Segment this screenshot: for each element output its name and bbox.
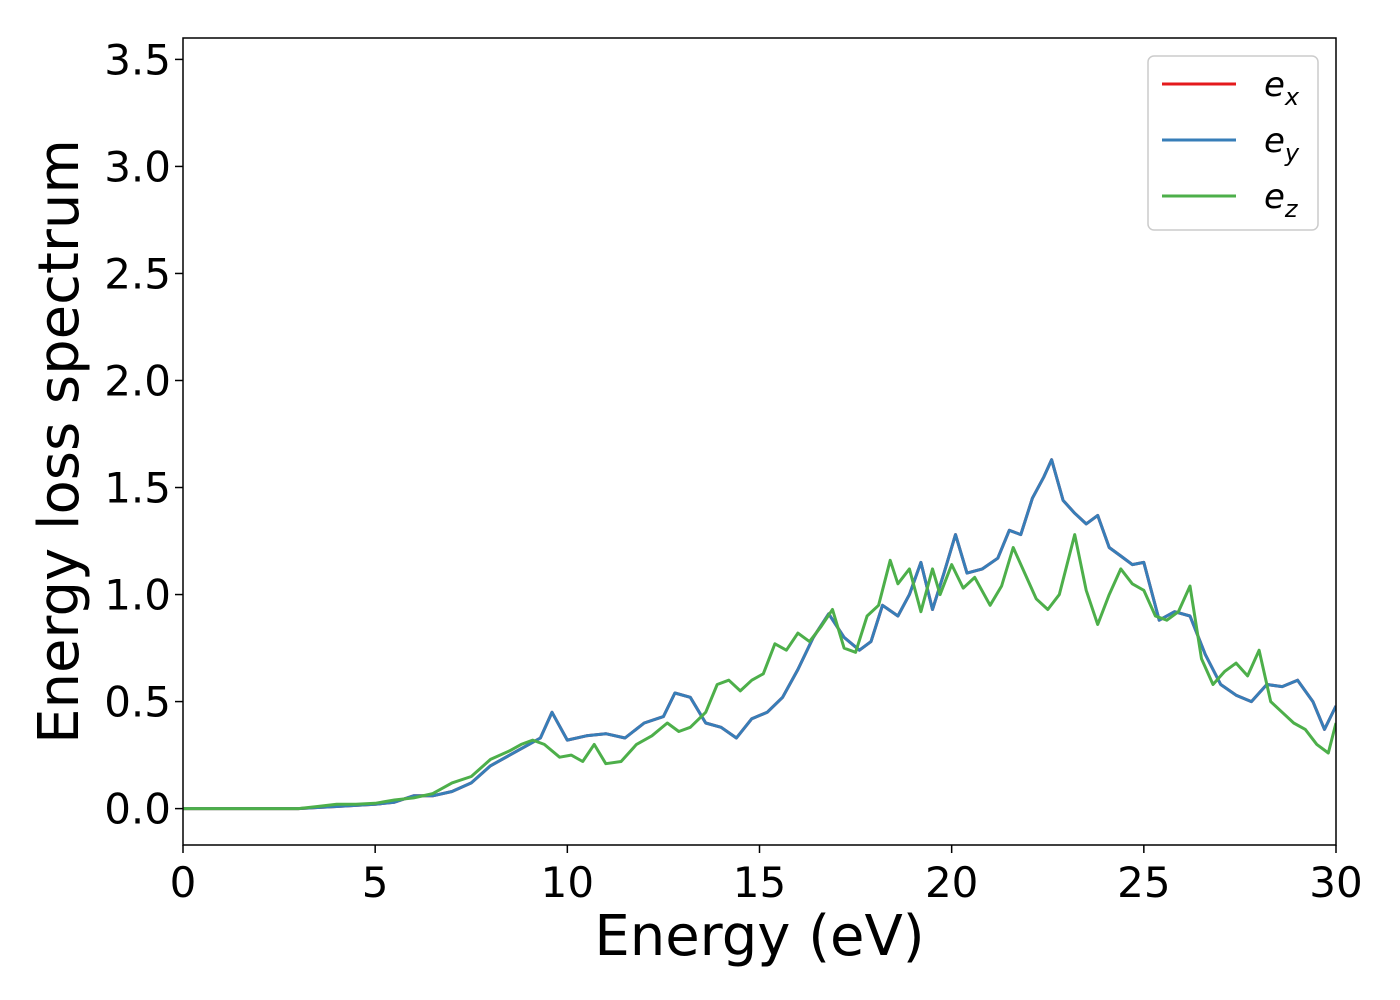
x-axis-label: Energy (eV)	[594, 904, 924, 969]
x-tick-label: 0	[170, 858, 197, 907]
x-tick-label: 25	[1117, 858, 1170, 907]
y-tick-label: 3.0	[104, 142, 171, 191]
y-axis-label: Energy loss spectrum	[27, 139, 92, 744]
legend-label: ez	[1264, 177, 1299, 223]
x-tick-label: 10	[541, 858, 594, 907]
y-tick-label: 1.5	[104, 464, 171, 513]
x-tick-label: 30	[1309, 858, 1362, 907]
y-tick-label: 3.5	[104, 35, 171, 84]
y-tick-label: 0.5	[104, 678, 171, 727]
y-tick-label: 1.0	[104, 571, 171, 620]
x-tick-label: 15	[733, 858, 786, 907]
y-axis: 0.0 0.5 1.0 1.5 2.0 2.5 3.0 3.5	[104, 35, 183, 834]
series-line-e-x	[183, 458, 1336, 811]
legend: ex ey ez	[1147, 55, 1319, 231]
series-layer	[183, 458, 1336, 811]
x-axis: 0 5 10 15 20 25 30	[170, 845, 1363, 907]
series-line-e-z	[183, 533, 1336, 811]
y-tick-label: 2.5	[104, 249, 171, 298]
y-tick-label: 0.0	[104, 785, 171, 834]
legend-label: ex	[1264, 65, 1300, 111]
legend-box	[1147, 55, 1319, 231]
legend-label: ey	[1264, 121, 1300, 167]
x-tick-label: 20	[925, 858, 978, 907]
y-tick-label: 2.0	[104, 356, 171, 405]
series-line-e-y	[183, 458, 1336, 811]
x-tick-label: 5	[362, 858, 389, 907]
